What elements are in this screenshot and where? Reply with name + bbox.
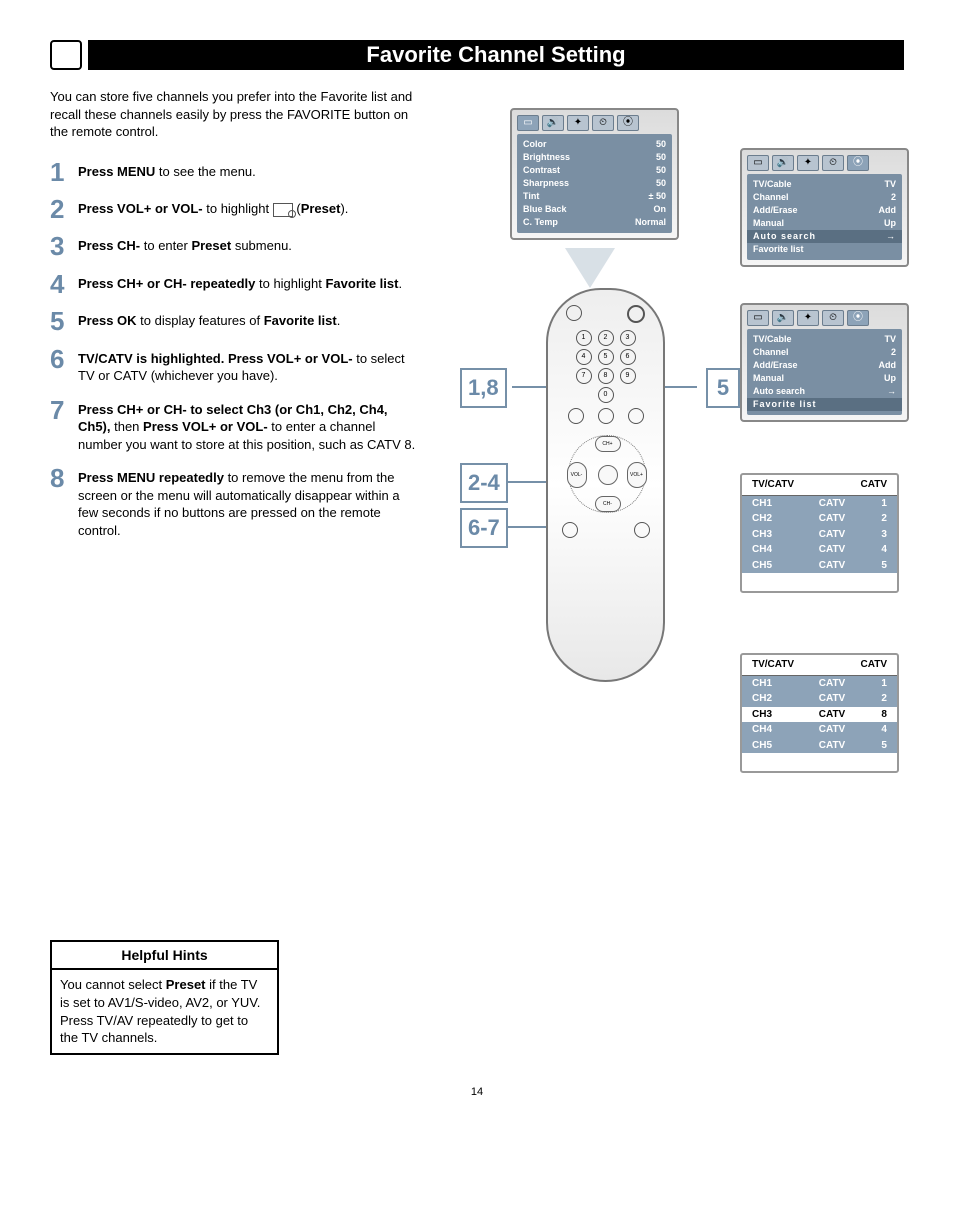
step: 8Press MENU repeatedly to remove the men… bbox=[50, 467, 420, 539]
remote-keypad: 123 456 7890 bbox=[576, 330, 636, 406]
step-number: 4 bbox=[50, 273, 78, 296]
keypad-key: 5 bbox=[598, 349, 614, 365]
step-body: Press CH+ or CH- repeatedly to highlight… bbox=[78, 273, 420, 296]
tab-icon: ⏲ bbox=[822, 310, 844, 326]
keypad-key: 3 bbox=[620, 330, 636, 346]
tab-icon: 🔊 bbox=[772, 310, 794, 326]
step-body: Press CH- to enter Preset submenu. bbox=[78, 235, 420, 258]
remote-button bbox=[562, 522, 578, 538]
step-body: Press OK to display features of Favorite… bbox=[78, 310, 420, 333]
tab-icon: ⦿ bbox=[617, 115, 639, 131]
tab-icon: ▭ bbox=[747, 310, 769, 326]
remote-button bbox=[634, 522, 650, 538]
keypad-key: 2 bbox=[598, 330, 614, 346]
osd-preset-menu-1: ▭ 🔊 ✦ ⏲ ⦿ TV/CableTVChannel2Add/EraseAdd… bbox=[740, 148, 909, 267]
callout-1-8: 1,8 bbox=[460, 368, 507, 408]
tab-icon: ✦ bbox=[567, 115, 589, 131]
callout-5: 5 bbox=[706, 368, 740, 408]
tab-icon: ⏲ bbox=[592, 115, 614, 131]
keypad-key: 8 bbox=[598, 368, 614, 384]
callout-6-7: 6-7 bbox=[460, 508, 508, 548]
step: 5Press OK to display features of Favorit… bbox=[50, 310, 420, 333]
step: 1Press MENU to see the menu. bbox=[50, 161, 420, 184]
step-number: 1 bbox=[50, 161, 78, 184]
remote-button bbox=[566, 305, 582, 321]
tab-icon: ▭ bbox=[747, 155, 769, 171]
callout-2-4: 2-4 bbox=[460, 463, 508, 503]
tab-icon: ⏲ bbox=[822, 155, 844, 171]
keypad-key: 1 bbox=[576, 330, 592, 346]
step-body: TV/CATV is highlighted. Press VOL+ or VO… bbox=[78, 348, 420, 385]
step-number: 6 bbox=[50, 348, 78, 385]
remote-button bbox=[568, 408, 584, 424]
step: 7Press CH+ or CH- to select Ch3 (or Ch1,… bbox=[50, 399, 420, 454]
step-body: Press CH+ or CH- to select Ch3 (or Ch1, … bbox=[78, 399, 420, 454]
step: 6TV/CATV is highlighted. Press VOL+ or V… bbox=[50, 348, 420, 385]
remote-dpad: CH+ CH- VOL- VOL+ bbox=[568, 435, 646, 513]
favorite-list-table-1: TV/CATVCATV CH1CATV1CH2CATV2CH3CATV3CH4C… bbox=[740, 473, 899, 593]
callout-line bbox=[662, 386, 697, 388]
remote-illustration: 123 456 7890 CH+ CH- VOL- VOL+ bbox=[546, 288, 665, 682]
hints-title: Helpful Hints bbox=[52, 942, 277, 971]
page-number: 14 bbox=[50, 1085, 904, 1100]
tab-icon: ✦ bbox=[797, 310, 819, 326]
step-body: Press VOL+ or VOL- to highlight (Preset)… bbox=[78, 198, 420, 221]
step-number: 3 bbox=[50, 235, 78, 258]
standby-icon bbox=[627, 305, 645, 323]
tab-icon: ⦿ bbox=[847, 155, 869, 171]
keypad-key: 0 bbox=[598, 387, 614, 403]
arrow-icon bbox=[565, 248, 615, 288]
title-bar: Favorite Channel Setting bbox=[50, 40, 904, 70]
step-number: 2 bbox=[50, 198, 78, 221]
intro-text: You can store five channels you prefer i… bbox=[50, 88, 420, 141]
step: 2Press VOL+ or VOL- to highlight (Preset… bbox=[50, 198, 420, 221]
step-body: Press MENU repeatedly to remove the menu… bbox=[78, 467, 420, 539]
page-title: Favorite Channel Setting bbox=[88, 40, 904, 70]
step-number: 7 bbox=[50, 399, 78, 454]
favorite-list-table-2: TV/CATVCATV CH1CATV1CH2CATV2CH3CATV8CH4C… bbox=[740, 653, 899, 773]
remote-button bbox=[628, 408, 644, 424]
remote-button bbox=[598, 408, 614, 424]
keypad-key: 9 bbox=[620, 368, 636, 384]
tab-icon: 🔊 bbox=[772, 155, 794, 171]
step-number: 5 bbox=[50, 310, 78, 333]
keypad-key: 6 bbox=[620, 349, 636, 365]
tab-icon: ▭ bbox=[517, 115, 539, 131]
keypad-key: 4 bbox=[576, 349, 592, 365]
hints-body: You cannot select Preset if the TV is se… bbox=[52, 970, 277, 1052]
tab-icon: ✦ bbox=[797, 155, 819, 171]
osd-preset-menu-2: ▭ 🔊 ✦ ⏲ ⦿ TV/CableTVChannel2Add/EraseAdd… bbox=[740, 303, 909, 422]
keypad-key: 7 bbox=[576, 368, 592, 384]
step: 3Press CH- to enter Preset submenu. bbox=[50, 235, 420, 258]
step-number: 8 bbox=[50, 467, 78, 539]
step: 4Press CH+ or CH- repeatedly to highligh… bbox=[50, 273, 420, 296]
step-body: Press MENU to see the menu. bbox=[78, 161, 420, 184]
helpful-hints-box: Helpful Hints You cannot select Preset i… bbox=[50, 940, 279, 1055]
tab-icon: ⦿ bbox=[847, 310, 869, 326]
tv-icon bbox=[50, 40, 82, 70]
tab-icon: 🔊 bbox=[542, 115, 564, 131]
osd-picture-menu: ▭ 🔊 ✦ ⏲ ⦿ Color50Brightness50Contrast50S… bbox=[510, 108, 679, 240]
